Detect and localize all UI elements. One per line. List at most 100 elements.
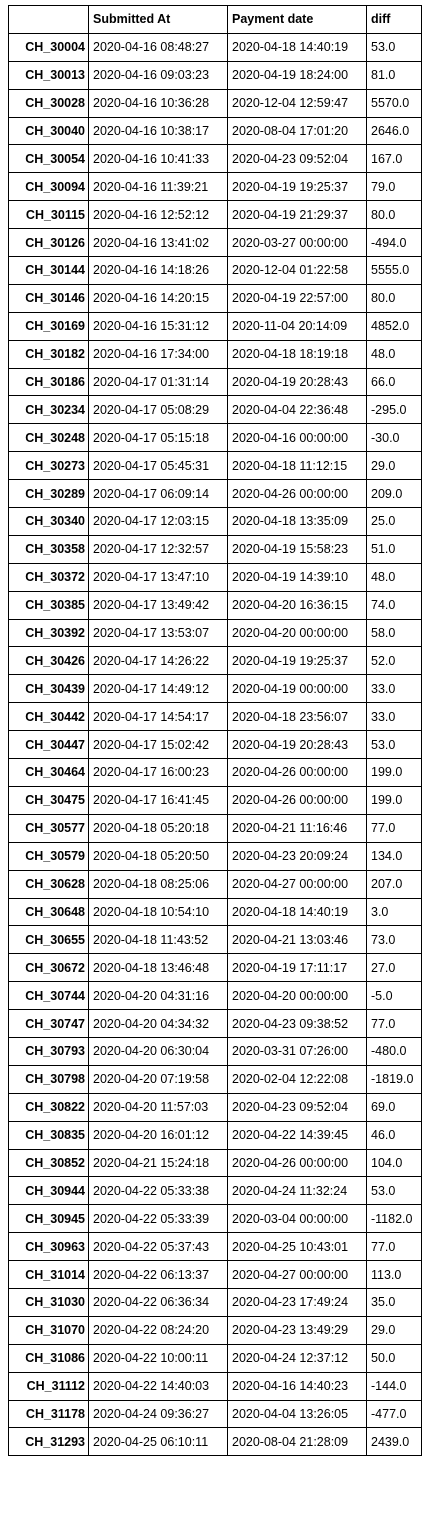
cell-submitted-at: 2020-04-20 04:34:32: [88, 1009, 228, 1038]
cell-submitted-at: 2020-04-18 13:46:48: [88, 953, 228, 983]
cell-diff: 73.0: [366, 925, 422, 955]
cell-diff: 79.0: [366, 172, 422, 202]
row-index: CH_30372: [8, 562, 89, 592]
cell-submitted-at: 2020-04-17 14:26:22: [88, 646, 228, 676]
row-index: CH_30798: [8, 1064, 89, 1094]
table-row: CH_30744 2020-04-20 04:31:16 2020-04-20 00…: [8, 981, 422, 1011]
table-row: CH_31178 2020-04-24 09:36:27 2020-04-04 13…: [8, 1399, 422, 1429]
cell-payment-date: 2020-04-23 17:49:24: [227, 1287, 367, 1317]
cell-submitted-at: 2020-04-16 15:31:12: [88, 311, 228, 341]
cell-payment-date: 2020-12-04 01:22:58: [227, 256, 367, 285]
cell-submitted-at: 2020-04-17 12:03:15: [88, 507, 228, 536]
cell-diff: 207.0: [366, 869, 422, 899]
row-index: CH_30628: [8, 869, 89, 899]
cell-payment-date: 2020-03-27 00:00:00: [227, 228, 367, 258]
cell-diff: -144.0: [366, 1371, 422, 1401]
cell-diff: 77.0: [366, 1009, 422, 1038]
table-row: CH_30439 2020-04-17 14:49:12 2020-04-19 00…: [8, 674, 422, 704]
cell-submitted-at: 2020-04-20 16:01:12: [88, 1120, 228, 1150]
cell-diff: 80.0: [366, 283, 422, 313]
cell-payment-date: 2020-04-19 19:25:37: [227, 172, 367, 202]
cell-diff: 29.0: [366, 1315, 422, 1345]
cell-submitted-at: 2020-04-16 13:41:02: [88, 228, 228, 258]
cell-diff: -494.0: [366, 228, 422, 258]
table-row: CH_30793 2020-04-20 06:30:04 2020-03-31 07…: [8, 1036, 422, 1066]
table-row: CH_30852 2020-04-21 15:24:18 2020-04-26 00…: [8, 1148, 422, 1178]
cell-payment-date: 2020-08-04 21:28:09: [227, 1427, 367, 1457]
table-row: CH_31293 2020-04-25 06:10:11 2020-08-04 21…: [8, 1427, 422, 1457]
cell-payment-date: 2020-04-18 18:19:18: [227, 339, 367, 369]
cell-submitted-at: 2020-04-20 04:31:16: [88, 981, 228, 1011]
cell-diff: 52.0: [366, 646, 422, 676]
row-index: CH_30115: [8, 200, 89, 230]
cell-payment-date: 2020-04-19 20:28:43: [227, 730, 367, 760]
cell-payment-date: 2020-04-19 15:58:23: [227, 534, 367, 564]
row-index: CH_30577: [8, 813, 89, 843]
table-row: CH_30579 2020-04-18 05:20:50 2020-04-23 20…: [8, 841, 422, 871]
cell-submitted-at: 2020-04-17 05:08:29: [88, 395, 228, 425]
row-index: CH_30234: [8, 395, 89, 425]
cell-diff: 81.0: [366, 60, 422, 90]
cell-submitted-at: 2020-04-16 10:41:33: [88, 144, 228, 174]
column-header-submitted-at: Submitted At: [88, 5, 228, 34]
cell-diff: 77.0: [366, 813, 422, 843]
cell-diff: 35.0: [366, 1287, 422, 1317]
table-row: CH_31014 2020-04-22 06:13:37 2020-04-27 00…: [8, 1260, 422, 1289]
cell-payment-date: 2020-12-04 12:59:47: [227, 88, 367, 118]
row-index: CH_31014: [8, 1260, 89, 1289]
cell-diff: 53.0: [366, 32, 422, 62]
cell-diff: -1819.0: [366, 1064, 422, 1094]
cell-payment-date: 2020-04-19 14:39:10: [227, 562, 367, 592]
cell-payment-date: 2020-04-20 00:00:00: [227, 618, 367, 648]
cell-submitted-at: 2020-04-17 13:49:42: [88, 590, 228, 620]
cell-submitted-at: 2020-04-22 05:33:39: [88, 1204, 228, 1234]
cell-submitted-at: 2020-04-16 08:48:27: [88, 32, 228, 62]
cell-submitted-at: 2020-04-22 10:00:11: [88, 1343, 228, 1373]
data-table: Submitted At Payment date diff CH_30004 2…: [8, 5, 422, 1457]
cell-submitted-at: 2020-04-16 12:52:12: [88, 200, 228, 230]
cell-payment-date: 2020-04-19 22:57:00: [227, 283, 367, 313]
row-index: CH_30054: [8, 144, 89, 174]
row-index: CH_30248: [8, 423, 89, 453]
cell-submitted-at: 2020-04-18 05:20:18: [88, 813, 228, 843]
row-index: CH_30273: [8, 451, 89, 481]
table-row: CH_30672 2020-04-18 13:46:48 2020-04-19 17…: [8, 953, 422, 983]
cell-diff: 48.0: [366, 339, 422, 369]
cell-diff: 5555.0: [366, 256, 422, 285]
column-header-payment-date: Payment date: [227, 5, 367, 34]
cell-payment-date: 2020-04-20 16:36:15: [227, 590, 367, 620]
cell-payment-date: 2020-04-26 00:00:00: [227, 785, 367, 815]
cell-payment-date: 2020-04-26 00:00:00: [227, 1148, 367, 1178]
cell-payment-date: 2020-04-27 00:00:00: [227, 1260, 367, 1289]
cell-payment-date: 2020-04-04 13:26:05: [227, 1399, 367, 1429]
row-index: CH_30963: [8, 1232, 89, 1262]
cell-diff: 2646.0: [366, 116, 422, 146]
cell-diff: 69.0: [366, 1092, 422, 1122]
cell-payment-date: 2020-04-25 10:43:01: [227, 1232, 367, 1262]
row-index: CH_31112: [8, 1371, 89, 1401]
cell-diff: 66.0: [366, 367, 422, 397]
cell-diff: 51.0: [366, 534, 422, 564]
row-index: CH_30340: [8, 507, 89, 536]
cell-payment-date: 2020-04-18 11:12:15: [227, 451, 367, 481]
table-row: CH_30747 2020-04-20 04:34:32 2020-04-23 09…: [8, 1009, 422, 1038]
cell-payment-date: 2020-04-18 14:40:19: [227, 32, 367, 62]
cell-payment-date: 2020-04-21 11:16:46: [227, 813, 367, 843]
cell-payment-date: 2020-04-21 13:03:46: [227, 925, 367, 955]
cell-submitted-at: 2020-04-21 15:24:18: [88, 1148, 228, 1178]
row-index: CH_30464: [8, 758, 89, 787]
cell-diff: 25.0: [366, 507, 422, 536]
cell-payment-date: 2020-04-23 20:09:24: [227, 841, 367, 871]
cell-diff: 3.0: [366, 897, 422, 927]
row-index: CH_30146: [8, 283, 89, 313]
table-row: CH_31086 2020-04-22 10:00:11 2020-04-24 12…: [8, 1343, 422, 1373]
row-index: CH_30648: [8, 897, 89, 927]
table-row: CH_30004 2020-04-16 08:48:27 2020-04-18 14…: [8, 32, 422, 62]
cell-submitted-at: 2020-04-16 11:39:21: [88, 172, 228, 202]
row-index: CH_30747: [8, 1009, 89, 1038]
cell-diff: 199.0: [366, 758, 422, 787]
cell-payment-date: 2020-04-19 21:29:37: [227, 200, 367, 230]
row-index: CH_30744: [8, 981, 89, 1011]
index-header: [8, 5, 89, 34]
table-row: CH_30963 2020-04-22 05:37:43 2020-04-25 10…: [8, 1232, 422, 1262]
